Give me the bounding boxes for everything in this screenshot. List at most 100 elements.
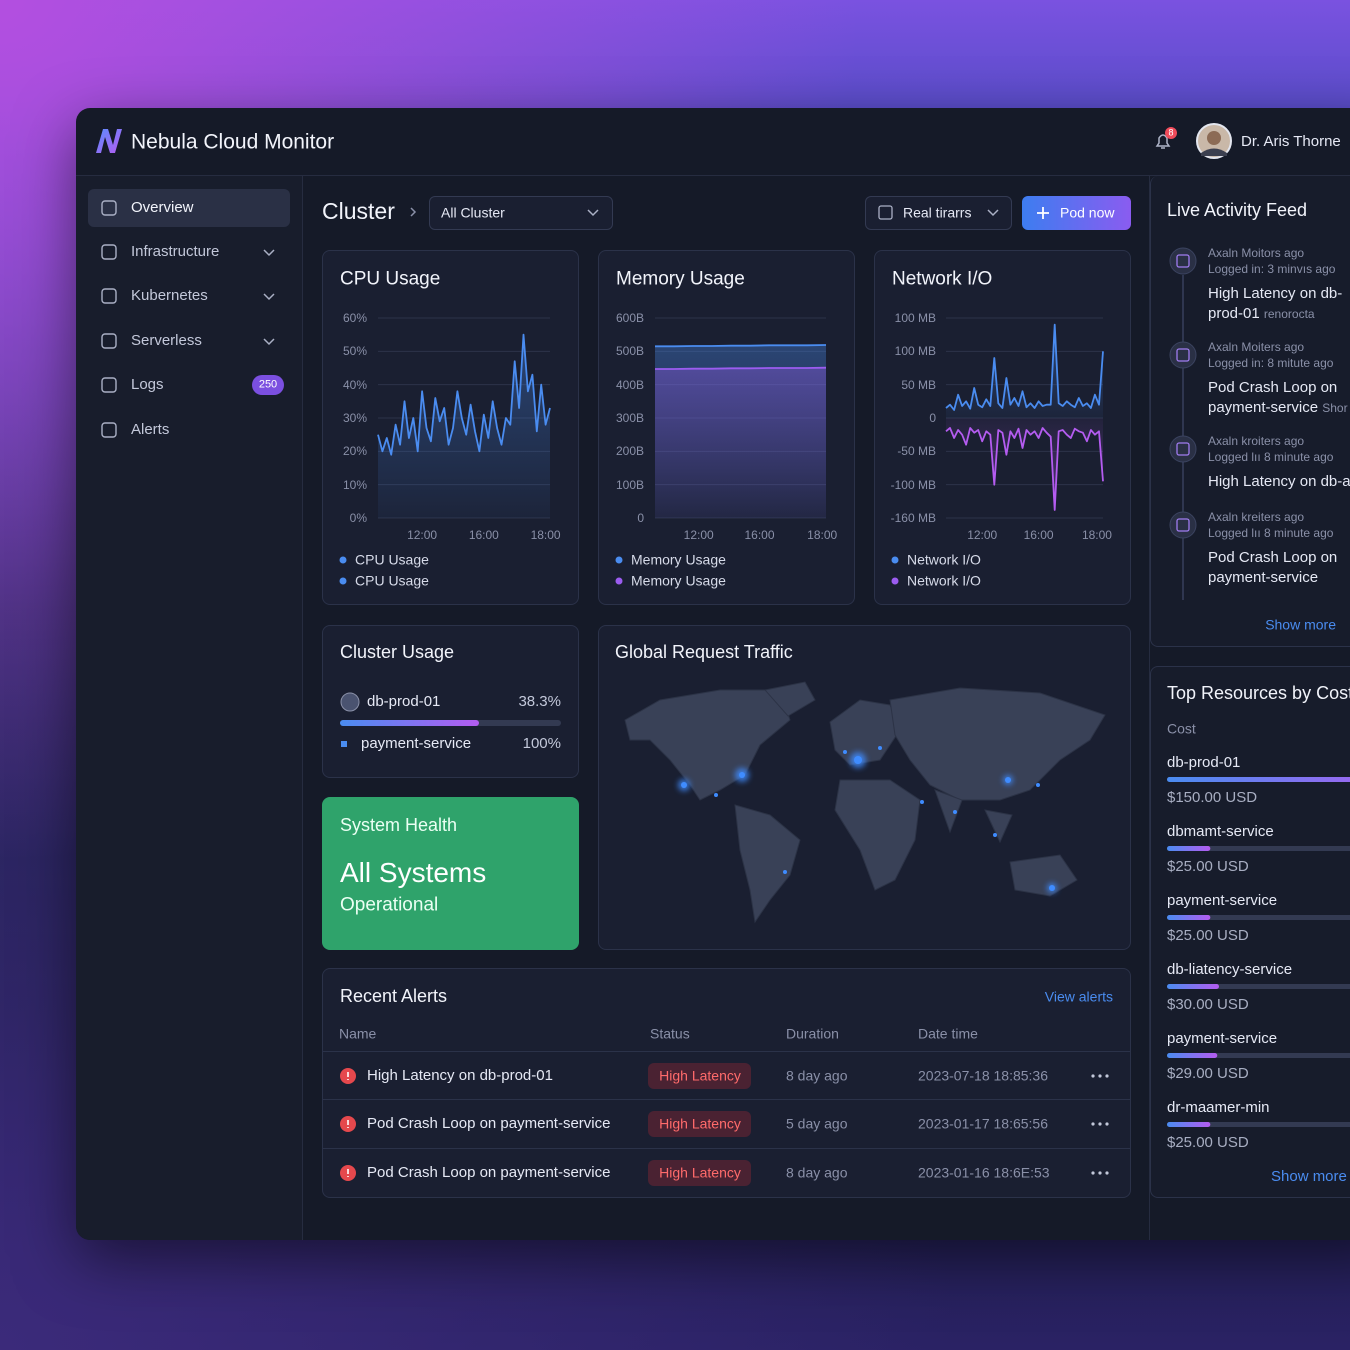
nav-icon (101, 244, 117, 260)
feed-time: Logged in: 3 minvıs ago (1208, 261, 1336, 276)
nav-item[interactable]: Serverless (131, 332, 202, 349)
alert-duration: 8 day ago (786, 1067, 848, 1084)
nav-item[interactable]: Kubernetes (131, 287, 208, 304)
y-tick-label: 0 (637, 510, 644, 525)
feed-message-text: High Latency on db-prod-01 (1208, 285, 1343, 322)
cost-track (1167, 1122, 1350, 1127)
card-title: Global Request Traffic (615, 642, 793, 663)
series-area (946, 324, 1103, 418)
column-header: Name (339, 1025, 377, 1042)
cost-bar (1167, 984, 1219, 989)
hotspot (920, 800, 924, 804)
cost-bar (1167, 846, 1211, 851)
resources-show-more[interactable]: Show more (1271, 1168, 1347, 1185)
alert-name: Pod Crash Loop on payment-service (367, 1164, 611, 1181)
y-tick-label: 100 MB (894, 310, 936, 325)
feed-icon-glyph (1176, 518, 1190, 532)
continent (834, 779, 921, 891)
y-tick-label: 100B (615, 477, 644, 492)
notification-count: 8 (1168, 127, 1174, 138)
y-tick-label: 200B (615, 444, 644, 459)
legend-swatch (891, 556, 899, 564)
x-tick-label: 18:00 (530, 527, 561, 542)
nav-item[interactable]: Alerts (131, 421, 170, 438)
feed-actor: Axaln Moiters ago (1208, 339, 1305, 354)
hotspot (681, 782, 687, 788)
alert-time: 2023-07-18 18:85:36 (918, 1067, 1048, 1084)
nav-item[interactable]: Overview (131, 199, 194, 216)
nav-badge-count: 250 (258, 378, 278, 391)
resource-cost: $30.00 USD (1167, 996, 1249, 1013)
x-tick-label: 12:00 (967, 527, 998, 542)
action-button-label[interactable]: Pod now (1060, 204, 1115, 221)
world-map (624, 681, 1106, 924)
feed-icon (1169, 511, 1197, 539)
row-menu-dot (1105, 1074, 1109, 1078)
row-menu-dot (1091, 1122, 1095, 1126)
hotspot (1005, 777, 1011, 783)
feed-message: High Latency on db-prod-01 renorocta (1208, 284, 1350, 324)
column-header: Duration (786, 1025, 839, 1042)
page-title: Cluster (322, 198, 395, 225)
nav-item[interactable]: Logs (131, 376, 164, 393)
row-menu-dot (1098, 1074, 1102, 1078)
y-tick-label: 100 MB (894, 344, 936, 359)
feed-icon (1169, 247, 1197, 275)
y-tick-label: 400B (615, 377, 644, 392)
legend-swatch (339, 577, 347, 585)
avatar-face (1207, 131, 1221, 145)
hotspot (1036, 783, 1040, 787)
usage-fill (340, 720, 479, 726)
feed-icon (1169, 435, 1197, 463)
continent (984, 809, 1013, 844)
view-alerts-link[interactable]: View alerts (1044, 988, 1113, 1005)
user-name[interactable]: Dr. Aris Thorne (1241, 133, 1341, 150)
resource-cost: $29.00 USD (1167, 1065, 1249, 1082)
nav-item[interactable]: Infrastructure (131, 243, 220, 260)
resource-name: payment-service (1167, 1030, 1278, 1047)
y-tick-label: 60% (342, 310, 367, 325)
hotspot (739, 772, 745, 778)
hotspot (878, 746, 882, 750)
feed-message: Pod Crash Loop on payment-service (1208, 548, 1350, 587)
x-tick-label: 12:00 (407, 527, 438, 542)
hotspot (843, 750, 847, 754)
legend-label: Memory Usage (631, 551, 726, 568)
feed-time: Logged lıı 8 minute ago (1208, 525, 1334, 540)
resources-panel (1150, 666, 1350, 1198)
row-menu-dot (1091, 1074, 1095, 1078)
continent (764, 681, 816, 717)
cost-bar (1167, 1053, 1218, 1058)
legend-label: Network I/O (907, 572, 981, 589)
feed-title: Live Activity Feed (1167, 200, 1308, 221)
y-tick-label: 50% (342, 344, 367, 359)
feed-show-more[interactable]: Show more (1265, 616, 1336, 633)
nav-icon (101, 200, 117, 216)
hotspot (783, 870, 787, 874)
traffic-hotspots (678, 746, 1057, 893)
cluster-select (429, 196, 613, 230)
brand-name: Nebula Cloud Monitor (131, 130, 335, 154)
series-line (655, 344, 827, 348)
alert-time: 2023-01-16 18:6E:53 (918, 1164, 1050, 1181)
alert-status: High Latency (659, 1115, 741, 1132)
time-select-value[interactable]: Real tirarrs (903, 204, 972, 221)
y-tick-label: 300B (615, 410, 644, 425)
cluster-usage-card (322, 625, 579, 778)
feed-time: Logged in: 8 mitute ago (1208, 355, 1334, 370)
health-status: All Systems (340, 857, 487, 889)
card-title: Cluster Usage (340, 642, 455, 663)
status-pill (648, 1111, 751, 1137)
column-header: Date time (918, 1025, 978, 1042)
cluster-select-value[interactable]: All Cluster (441, 204, 505, 221)
feed-message-text: High Latency on db-a (1208, 473, 1350, 490)
feed-divider (1149, 176, 1150, 1240)
continent (624, 689, 791, 801)
select-chevron (987, 209, 999, 217)
select-chevron (587, 209, 599, 217)
feed-tag: Shor (1322, 400, 1348, 415)
x-tick-label: 16:00 (744, 527, 775, 542)
nav-badge (252, 375, 284, 395)
series-line (655, 366, 827, 370)
